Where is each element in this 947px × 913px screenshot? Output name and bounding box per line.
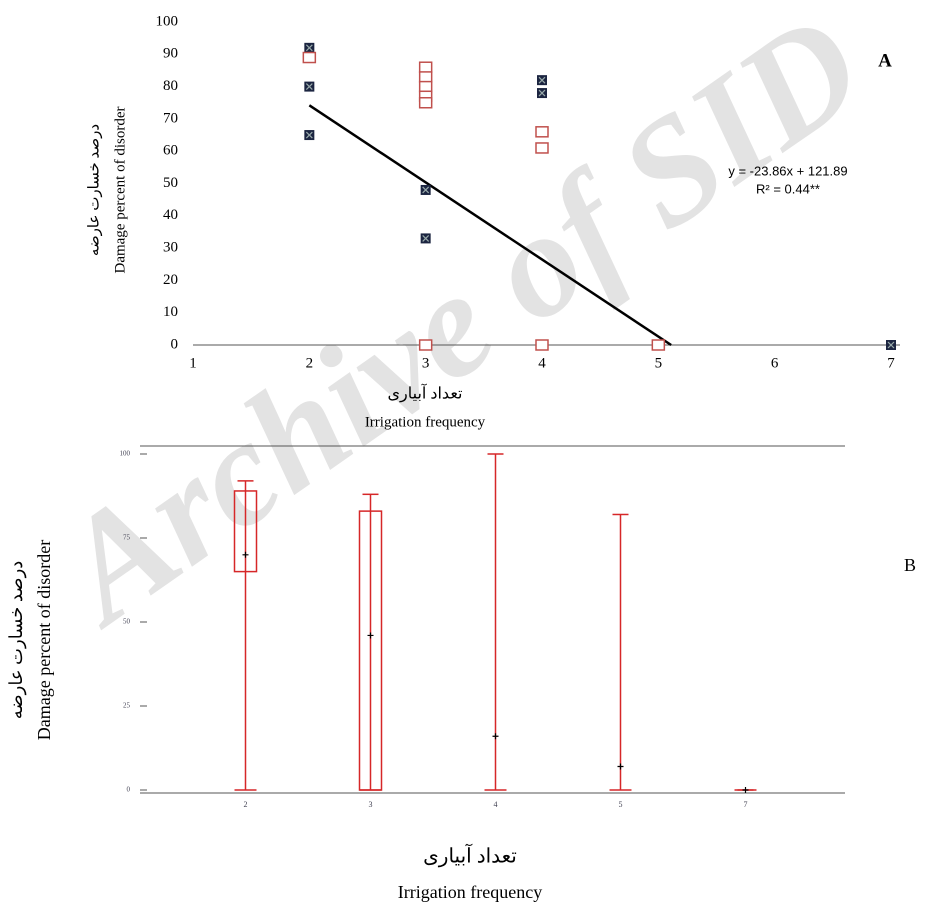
marker: [418, 339, 433, 351]
marker: [535, 126, 549, 138]
y-tick-label: 50: [163, 175, 178, 191]
x-tick-label: 3: [422, 355, 430, 371]
y-tick-label: 30: [163, 240, 178, 256]
y-tick-label: 70: [163, 110, 178, 126]
y-tick-label: 10: [163, 304, 178, 320]
mean-marker: [617, 763, 624, 770]
x-tick-label: 4: [538, 355, 546, 371]
marker-cross: [305, 83, 313, 91]
panel-label: A: [878, 50, 892, 71]
marker-cross: [887, 341, 895, 349]
y-tick-label: 75: [123, 534, 131, 542]
marker: [535, 339, 549, 351]
marker: [418, 71, 433, 83]
y-tick-label: 20: [163, 272, 178, 288]
mean-marker: [742, 787, 749, 793]
y-tick-label: 25: [123, 702, 131, 710]
x-tick-label: 3: [369, 800, 373, 809]
marker-cross: [538, 89, 546, 97]
marker-cross: [305, 44, 313, 52]
y-axis-label: Damage percent of disorder: [34, 540, 54, 740]
panel-label: B: [904, 555, 916, 575]
marker-cross: [422, 234, 430, 242]
x-tick-label: 6: [771, 355, 779, 371]
x-axis-label: Irrigation frequency: [365, 414, 486, 430]
marker: [651, 339, 666, 351]
y-tick-label: 100: [120, 450, 131, 458]
box: [233, 490, 258, 573]
x-tick-label: 5: [619, 800, 623, 809]
marker-cross: [538, 76, 546, 84]
annotation: R² = 0.44**: [756, 181, 820, 196]
y-tick-label: 0: [171, 336, 179, 352]
y-tick-label: 100: [156, 13, 179, 29]
y-tick-label: 90: [163, 46, 178, 62]
x-tick-label: 2: [244, 800, 248, 809]
trendline: [308, 104, 672, 347]
x-axis-label: تعداد آبیاری: [423, 844, 517, 868]
marker: [418, 61, 433, 73]
y-tick-label: 80: [163, 78, 178, 94]
mean-marker: [242, 551, 249, 558]
y-axis-label: درصد خسارت عارضه: [86, 124, 102, 256]
x-tick-label: 2: [306, 355, 314, 371]
x-tick-label: 4: [494, 800, 498, 809]
y-axis-label: Damage percent of disorder: [112, 106, 128, 273]
box: [358, 510, 383, 791]
watermark: Archive of SID: [25, 0, 891, 657]
marker-cross: [305, 131, 313, 139]
marker: [418, 97, 433, 109]
annotation: y = -23.86x + 121.89: [728, 163, 847, 178]
mean-marker: [492, 733, 499, 740]
y-tick-label: 60: [163, 143, 178, 159]
y-tick-label: 50: [123, 618, 131, 626]
y-axis-label: درصد خسارت عارضه: [6, 561, 27, 720]
x-axis-label: Irrigation frequency: [398, 882, 542, 902]
marker: [302, 51, 317, 64]
y-tick-label: 40: [163, 207, 178, 223]
marker: [418, 80, 433, 93]
x-tick-label: 5: [655, 355, 663, 371]
x-tick-label: 7: [887, 355, 895, 371]
y-tick-label: 0: [127, 786, 131, 794]
marker-cross: [422, 186, 430, 194]
x-tick-label: 7: [744, 800, 748, 809]
marker: [535, 142, 549, 154]
x-tick-label: 1: [189, 355, 197, 371]
x-axis-label: تعداد آبیاری: [388, 383, 463, 403]
mean-marker: [367, 632, 374, 639]
